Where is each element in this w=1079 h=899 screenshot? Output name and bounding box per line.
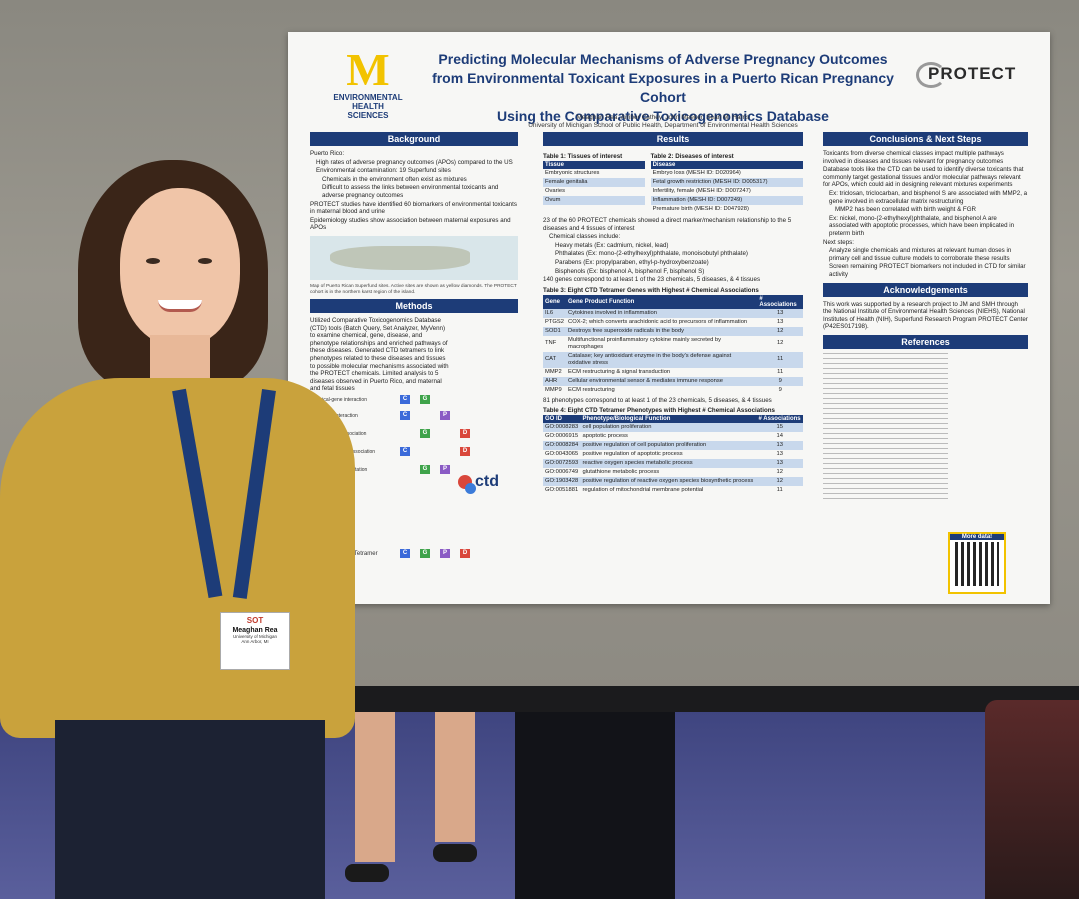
methods-text: Utilized Comparative Toxicogenomics Data… [310, 316, 449, 393]
background-person-legs [515, 712, 675, 899]
background-header: Background [310, 132, 518, 146]
results-header: Results [543, 132, 803, 146]
methods-header: Methods [310, 298, 518, 313]
presenter-pants [55, 720, 325, 899]
table-row: GO:0043065 positive regulation of apoptot… [545, 451, 783, 458]
qr-code-icon [955, 542, 999, 586]
acknowledgements-header: Acknowledgements [823, 282, 1028, 297]
presenter-sweater [0, 378, 355, 738]
ctd-logo: ctd [475, 472, 499, 490]
conclusions-text: Toxicants from diverse chemical classes … [823, 150, 1028, 278]
acknowledgements-text: This work was supported by a research pr… [823, 300, 1028, 331]
poster-title: Predicting Molecular Mechanisms of Adver… [432, 51, 894, 124]
presenter: SOT Meaghan Rea University of Michigan A… [0, 150, 360, 899]
conclusions-column: Conclusions & Next Steps Toxicants from … [823, 132, 1028, 503]
presenter-face [120, 188, 240, 346]
table-row: MMP9 ECM restructuring 9 [545, 386, 782, 393]
table-row: GO:1903428 positive regulation of reactiv… [543, 477, 803, 487]
qr-code[interactable]: More data! [948, 532, 1006, 594]
name-badge: SOT Meaghan Rea University of Michigan A… [220, 612, 290, 670]
table-row: AHR Cellular environmental sensor & media… [543, 376, 803, 386]
table-row: GO:0008284 positive regulation of cell po… [543, 441, 803, 451]
results-column: Results Table 1: Tissues of interest Tis… [543, 132, 803, 495]
umich-logo: M ENVIRONMENTAL HEALTH SCIENCES [333, 44, 403, 121]
phenotypes-table: GO ID Phenotype/Biological Function # Asso… [543, 415, 803, 495]
genes-table: Gene Gene Product Function # Associations … [543, 294, 803, 395]
table-row: CAT Catalase; key antioxidant enzyme in t… [543, 351, 803, 368]
background-person-bare-legs [345, 712, 495, 882]
results-summary: 23 of the 60 PROTECT chemicals showed a … [543, 217, 792, 284]
references-header: References [823, 334, 1028, 349]
table-row: GO:0006915 apoptotic process 14 [545, 433, 783, 440]
table-row: SOD1 Destroys free superoxide radicals in… [543, 326, 803, 336]
table-row: GO:0008283 cell population proliferation 1… [543, 423, 803, 433]
table-row: GO:0051881 regulation of mitochondrial me… [545, 487, 783, 494]
chair [985, 700, 1079, 899]
conclusions-header: Conclusions & Next Steps [823, 132, 1028, 146]
table-row: MMP2 ECM restructuring & signal transduct… [545, 368, 784, 375]
table-row: GO:0006749 glutathione metabolic process 1… [545, 469, 783, 476]
table-row: IL6 Cytokines involved in inflammation 13 [543, 308, 803, 318]
background-text: Puerto Rico: High rates of adverse pregn… [310, 150, 517, 232]
phenotype-note: 81 phenotypes correspond to at least 1 o… [543, 396, 772, 404]
research-poster: M ENVIRONMENTAL HEALTH SCIENCES Predicti… [288, 32, 1050, 604]
protect-logo: PROTECT [928, 64, 1017, 83]
diseases-table: Disease Embryo loss (MESH ID: D020964) F… [650, 161, 803, 214]
table-row: PTGS2 COX-2; which converts arachidonic a… [545, 318, 784, 325]
table-row: GO:0072593 reactive oxygen species metabo… [543, 459, 803, 469]
map-caption: Map of Puerto Rican Superfund sites. Act… [310, 283, 517, 295]
references-text [823, 352, 948, 503]
tissues-table: Tissue Embryonic structures Female genit… [543, 161, 645, 205]
protect-logo-icon [916, 62, 946, 88]
poster-authors: Meaghan Rea, Amber Cathey, John Meeker, … [528, 114, 798, 129]
puerto-rico-map [310, 235, 518, 280]
table-row: TNF Multifunctional proinflammatory cytok… [545, 336, 784, 350]
